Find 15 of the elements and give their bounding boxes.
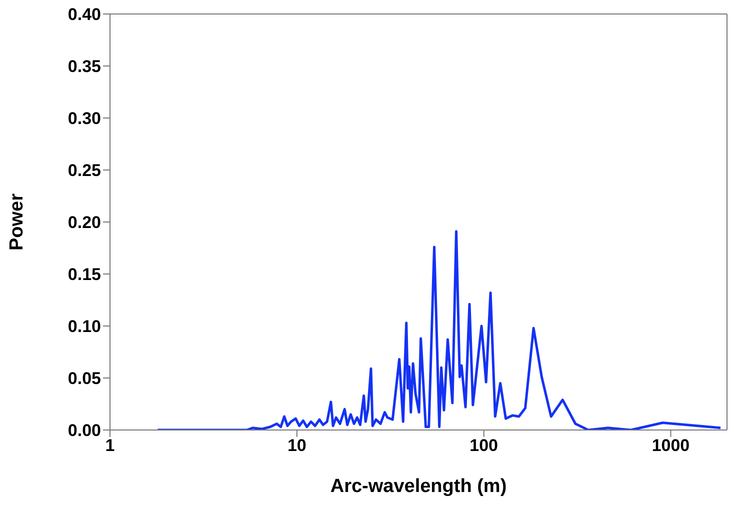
x-tick-label: 100 — [470, 436, 498, 456]
y-tick-label: 0.15 — [68, 265, 101, 284]
y-tick-label: 0.10 — [68, 317, 101, 336]
x-axis-title: Arc-wavelength (m) — [330, 476, 507, 497]
y-tick-label: 0.35 — [68, 57, 101, 76]
y-tick-label: 0.05 — [68, 369, 101, 388]
x-tick-label: 10 — [287, 436, 306, 456]
y-tick-label: 0.30 — [68, 109, 101, 128]
y-tick-label: 0.40 — [68, 5, 101, 24]
x-tick-label: 1 — [105, 436, 115, 456]
y-tick-label: 0.00 — [68, 421, 101, 440]
y-axis-title: Power — [6, 192, 28, 251]
x-tick-label: 1000 — [652, 436, 690, 456]
y-tick-label: 0.20 — [68, 213, 101, 232]
y-tick-label: 0.25 — [68, 161, 101, 180]
